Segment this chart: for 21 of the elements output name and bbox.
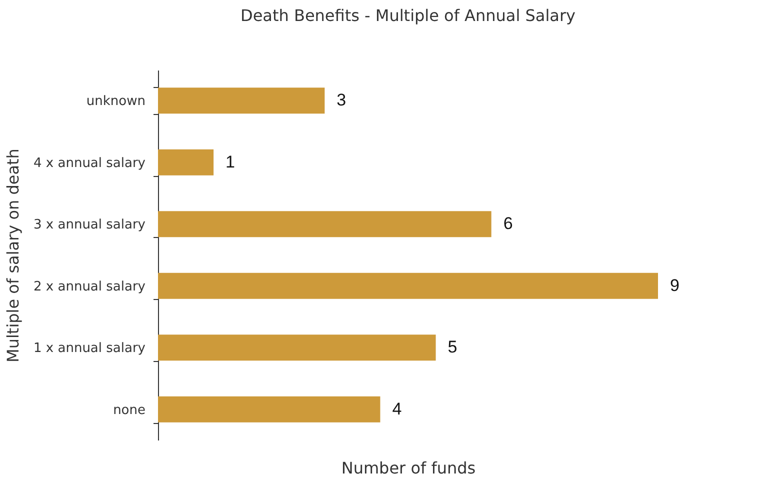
- y-tick-label: unknown: [86, 94, 146, 110]
- y-axis-title: Multiple of salary on death: [4, 148, 23, 362]
- data-label: 4: [392, 399, 402, 418]
- bar: [158, 211, 492, 238]
- bar: [158, 396, 380, 422]
- data-label: 1: [226, 152, 236, 172]
- bar: [158, 272, 658, 299]
- bar: [158, 88, 325, 114]
- data-label: 6: [503, 214, 513, 234]
- data-label: 3: [336, 90, 346, 110]
- data-label: 9: [670, 276, 680, 295]
- bar: [158, 149, 214, 176]
- bar: [158, 334, 436, 361]
- y-tick-label: none: [113, 402, 146, 418]
- chart-title: Death Benefits - Multiple of Annual Salary: [240, 6, 576, 25]
- x-axis-title: Number of funds: [341, 458, 476, 478]
- y-tick-label: 3 x annual salary: [34, 218, 146, 233]
- y-tick-label: 4 x annual salary: [34, 156, 146, 171]
- y-tick-label: 1 x annual salary: [34, 341, 146, 356]
- y-tick-label: 2 x annual salary: [34, 279, 146, 294]
- data-label: 5: [448, 338, 458, 357]
